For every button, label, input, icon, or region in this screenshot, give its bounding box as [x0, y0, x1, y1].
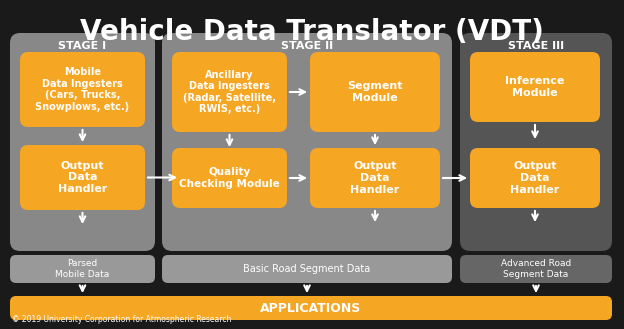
Text: APPLICATIONS: APPLICATIONS — [260, 301, 362, 315]
Text: Output
Data
Handler: Output Data Handler — [350, 162, 399, 194]
FancyBboxPatch shape — [172, 148, 287, 208]
FancyBboxPatch shape — [310, 52, 440, 132]
FancyBboxPatch shape — [20, 52, 145, 127]
Text: Quality
Checking Module: Quality Checking Module — [179, 167, 280, 189]
FancyBboxPatch shape — [172, 52, 287, 132]
FancyBboxPatch shape — [162, 33, 452, 251]
Text: Output
Data
Handler: Output Data Handler — [58, 161, 107, 194]
Text: Segment
Module: Segment Module — [347, 81, 402, 103]
FancyBboxPatch shape — [162, 255, 452, 283]
Text: © 2019 University Corporation for Atmospheric Research: © 2019 University Corporation for Atmosp… — [12, 315, 232, 324]
FancyBboxPatch shape — [470, 52, 600, 122]
Text: Mobile
Data Ingesters
(Cars, Trucks,
Snowplows, etc.): Mobile Data Ingesters (Cars, Trucks, Sno… — [36, 67, 130, 112]
Text: Basic Road Segment Data: Basic Road Segment Data — [243, 264, 371, 274]
Text: Advanced Road
Segment Data: Advanced Road Segment Data — [501, 259, 571, 279]
FancyBboxPatch shape — [10, 255, 155, 283]
FancyBboxPatch shape — [20, 145, 145, 210]
FancyBboxPatch shape — [470, 148, 600, 208]
Text: Ancillary
Data Ingesters
(Radar, Satellite,
RWIS, etc.): Ancillary Data Ingesters (Radar, Satelli… — [183, 70, 276, 114]
Text: Parsed
Mobile Data: Parsed Mobile Data — [56, 259, 110, 279]
FancyBboxPatch shape — [10, 33, 155, 251]
Text: STAGE II: STAGE II — [281, 41, 333, 51]
Text: Output
Data
Handler: Output Data Handler — [510, 162, 560, 194]
Text: STAGE III: STAGE III — [508, 41, 564, 51]
Text: Inference
Module: Inference Module — [505, 76, 565, 98]
Text: STAGE I: STAGE I — [59, 41, 107, 51]
FancyBboxPatch shape — [460, 33, 612, 251]
FancyBboxPatch shape — [10, 296, 612, 320]
FancyBboxPatch shape — [310, 148, 440, 208]
Text: Vehicle Data Translator (VDT): Vehicle Data Translator (VDT) — [80, 18, 544, 46]
FancyBboxPatch shape — [460, 255, 612, 283]
